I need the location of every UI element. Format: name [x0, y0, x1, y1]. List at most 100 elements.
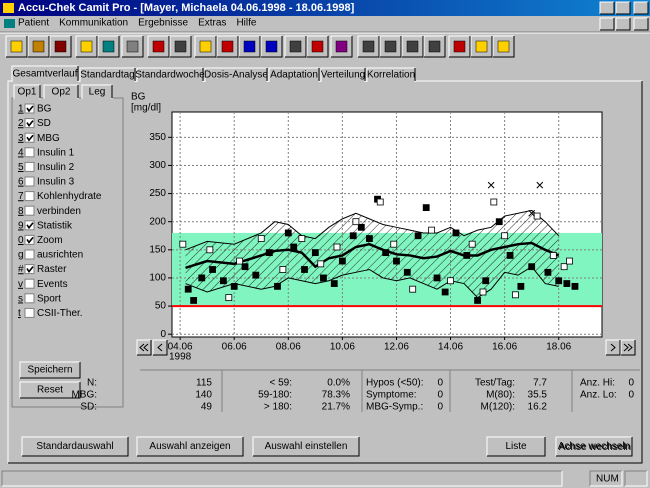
menu-item[interactable]: Ergebnisse — [138, 18, 188, 29]
title-bar — [0, 0, 650, 16]
point-open — [479, 288, 487, 296]
checkmark — [26, 266, 34, 273]
tab-label[interactable]: Dosis-Analyse — [204, 70, 268, 81]
nav-button-face — [153, 340, 167, 355]
checkbox[interactable] — [24, 205, 35, 216]
nav-arrow — [610, 343, 616, 352]
menu-item[interactable]: Patient — [18, 18, 49, 29]
window-button-light — [599, 1, 614, 14]
button-light — [19, 361, 80, 378]
nav-arrow — [623, 343, 629, 352]
stat-value: 7.7 — [533, 378, 547, 389]
window-button[interactable] — [615, 1, 631, 15]
child-window-button[interactable] — [633, 17, 649, 31]
tab-label[interactable]: Verteilung — [321, 70, 365, 81]
subtab-label[interactable]: Leg — [89, 87, 106, 98]
toolbar-icon — [80, 40, 93, 53]
button-label[interactable]: Reset — [37, 385, 63, 396]
option-label[interactable]: MBG — [37, 133, 60, 144]
menu-item[interactable]: Hilfe — [236, 18, 256, 29]
tab-label[interactable]: Adaptation — [270, 70, 318, 81]
point-filled — [544, 268, 552, 276]
button[interactable]: Liste — [486, 436, 546, 457]
tab-label[interactable]: Korrelation — [367, 70, 415, 81]
checkbox[interactable] — [24, 191, 35, 202]
option-label[interactable]: ausrichten — [37, 250, 83, 261]
point-filled — [290, 243, 298, 251]
nav-button[interactable] — [152, 339, 168, 356]
point-filled — [301, 266, 308, 273]
checkbox[interactable] — [24, 278, 35, 289]
subtab-label[interactable]: Op1 — [18, 87, 37, 98]
option-label[interactable]: CSII-Ther. — [37, 308, 83, 319]
point-open — [512, 291, 519, 299]
option-key: 0 — [18, 235, 24, 246]
button-light — [555, 436, 632, 456]
button-label[interactable]: Auswahl einstellen — [265, 441, 348, 452]
checkbox[interactable] — [24, 307, 35, 318]
button-dark — [20, 362, 81, 379]
button-label[interactable]: Speichern — [27, 365, 72, 376]
point-filled — [414, 232, 422, 240]
checkbox[interactable] — [24, 103, 35, 114]
checkbox[interactable] — [24, 161, 35, 172]
button-label[interactable]: Standardauswahl — [36, 441, 113, 452]
status-pane-dark — [625, 471, 648, 487]
button-label[interactable]: Auswahl anzeigen — [149, 441, 230, 452]
plot — [172, 112, 602, 337]
option-label[interactable]: Sport — [37, 293, 61, 304]
button[interactable]: Speichern — [19, 361, 81, 379]
option-label[interactable]: Zoom — [37, 235, 63, 246]
option-label[interactable]: verbinden — [37, 206, 81, 217]
toolbar-button-dark — [331, 36, 353, 58]
option-label[interactable]: Raster — [37, 264, 67, 275]
checkbox[interactable] — [24, 264, 35, 275]
checkbox[interactable] — [24, 132, 35, 143]
checkbox[interactable] — [24, 176, 35, 187]
option-label[interactable]: Insulin 2 — [37, 162, 75, 173]
checkbox[interactable] — [24, 234, 35, 245]
toolbar-icon — [453, 40, 466, 53]
checkbox[interactable] — [24, 249, 35, 260]
window-button[interactable] — [599, 1, 615, 15]
point-filled — [433, 274, 441, 282]
button[interactable]: Auswahl anzeigen — [136, 436, 244, 457]
option-label[interactable]: Kohlenhydrate — [37, 191, 102, 202]
button[interactable]: Standardauswahl — [21, 436, 129, 457]
y-tick-label: 350 — [149, 132, 166, 143]
checkbox[interactable] — [24, 147, 35, 158]
option-label[interactable]: Statistik — [37, 220, 73, 231]
option-label[interactable]: Insulin 3 — [37, 177, 75, 188]
point-filled — [338, 257, 346, 265]
point-filled — [265, 249, 273, 257]
child-window-button[interactable] — [599, 17, 615, 31]
point-filled — [241, 263, 249, 271]
child-window-button[interactable] — [615, 17, 631, 31]
option-label[interactable]: SD — [37, 118, 51, 129]
option-label[interactable]: BG — [37, 104, 52, 115]
subtab-label[interactable]: Op2 — [52, 87, 71, 98]
option-label[interactable]: Events — [37, 279, 68, 290]
point-open — [257, 235, 265, 242]
x-tick-label: 18.06 — [546, 342, 571, 353]
point-open — [533, 212, 541, 220]
button-label[interactable]: Liste — [505, 441, 527, 452]
nav-button[interactable] — [605, 339, 621, 356]
checkbox[interactable] — [24, 293, 35, 304]
option-label[interactable]: Insulin 1 — [37, 147, 75, 158]
menu-item[interactable]: Kommunikation — [59, 18, 128, 29]
tab-label[interactable]: Gesamtverlauf — [12, 69, 77, 80]
menu-item[interactable]: Extras — [198, 18, 226, 29]
tab-label[interactable]: Standardtag — [80, 70, 135, 81]
window-button[interactable] — [633, 1, 649, 15]
checkbox[interactable] — [24, 118, 35, 129]
checkbox[interactable] — [24, 220, 35, 231]
checkmark — [26, 222, 34, 230]
button[interactable]: Auswahl einstellen — [252, 436, 360, 457]
button[interactable]: Reset — [19, 381, 81, 399]
point-filled — [320, 274, 327, 282]
tab-label[interactable]: Standardwoche — [135, 70, 205, 81]
button-dark — [20, 382, 81, 399]
point-filled — [563, 280, 571, 287]
toolbar-icon — [497, 40, 510, 53]
